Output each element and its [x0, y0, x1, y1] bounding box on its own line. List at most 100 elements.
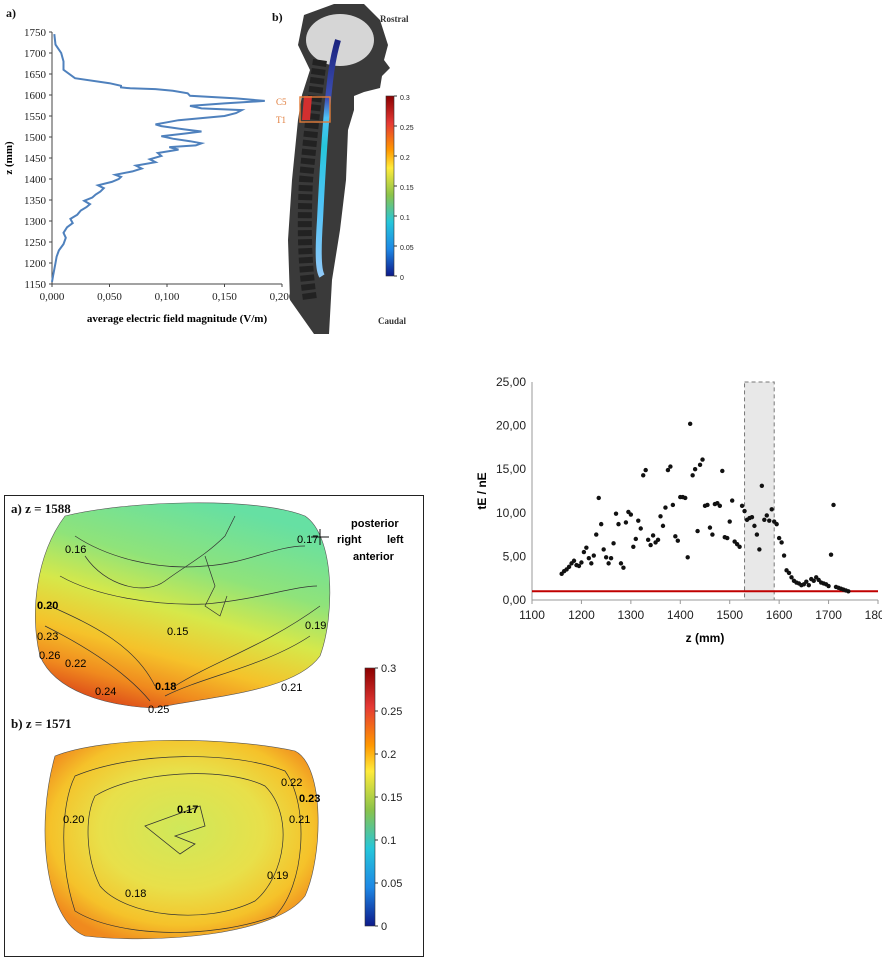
data-point: [581, 549, 587, 555]
contour-label: 0.15: [167, 626, 189, 638]
data-point: [754, 532, 760, 537]
contour-label: 0.20: [37, 600, 59, 612]
data-point: [781, 553, 787, 558]
data-point: [591, 553, 596, 558]
data-point: [826, 583, 831, 589]
data-point: [729, 498, 735, 503]
y-tick-label: 1200: [24, 258, 47, 270]
fig-a-panel-label: a): [6, 6, 16, 20]
body-silhouette: [288, 4, 390, 334]
data-point: [613, 511, 619, 516]
x-axis-label: z (mm): [686, 631, 725, 645]
y-tick-label: 1500: [24, 132, 47, 144]
data-point: [599, 521, 604, 527]
data-point: [631, 544, 636, 550]
high-field-region: [302, 96, 312, 120]
x-tick-label: 0,100: [155, 291, 180, 303]
data-point: [638, 526, 643, 531]
data-point: [673, 534, 678, 539]
data-point: [571, 558, 577, 563]
y-tick-label: 0,00: [503, 593, 527, 607]
data-point: [752, 523, 757, 529]
x-tick-label: 0,050: [97, 291, 122, 303]
data-point: [618, 561, 624, 566]
x-tick-label: 1400: [667, 608, 694, 622]
data-point: [579, 560, 584, 565]
data-point: [707, 525, 713, 530]
data-point: [759, 483, 765, 488]
data-point: [695, 528, 700, 534]
brain-shape: [306, 14, 374, 66]
x-tick-label: 1300: [618, 608, 645, 622]
fig-b-panel-label: b): [272, 10, 283, 24]
colorbar-gradient: [385, 95, 395, 277]
colorbar-b: 0.3 0.25 0.2 0.15 0.1 0.05 0: [385, 95, 414, 282]
contour-panel: a) z = 1588 b) z = 1571: [4, 495, 424, 957]
colorbar-tick-label: 0.1: [400, 215, 410, 222]
y-axis-label: z (mm): [3, 141, 15, 175]
data-point: [648, 542, 653, 548]
map-a-label: a) z = 1588: [11, 501, 71, 516]
data-point: [633, 536, 638, 542]
orientation-anterior: anterior: [353, 551, 394, 563]
data-point: [616, 521, 621, 527]
orientation-left: left: [387, 534, 404, 546]
colorbar-tick-label: 0.1: [381, 835, 396, 847]
x-tick-label: 1500: [716, 608, 743, 622]
data-point: [789, 575, 794, 580]
data-point: [636, 518, 641, 523]
data-point: [658, 514, 663, 519]
data-point: [697, 462, 703, 468]
y-tick-label: 1400: [24, 174, 47, 186]
data-point: [584, 545, 589, 550]
map-b-label: b) z = 1571: [11, 716, 72, 731]
data-point: [742, 508, 747, 514]
x-tick-label: 1100: [519, 608, 545, 622]
contour-label: 0.25: [148, 704, 170, 716]
data-point: [767, 518, 772, 523]
data-point: [645, 537, 651, 543]
data-point: [606, 561, 611, 566]
data-point: [668, 464, 673, 469]
colorbar-tick-label: 0.15: [381, 792, 402, 804]
caudal-label: Caudal: [378, 316, 407, 326]
data-point: [623, 520, 629, 525]
data-point: [762, 517, 767, 522]
data-point: [566, 564, 572, 570]
data-point: [831, 502, 836, 508]
data-point: [717, 503, 723, 509]
data-point: [769, 507, 774, 512]
contour-label: 0.21: [281, 682, 303, 694]
contour-maps: [35, 502, 331, 940]
contour-label: 0.18: [155, 681, 177, 693]
data-point: [586, 555, 592, 561]
y-axis-label: tE / nE: [475, 472, 489, 509]
cross-section-a: [35, 502, 331, 709]
colorbar-tick-label: 0.05: [400, 245, 414, 252]
data-point: [589, 561, 594, 566]
y-tick-label: 1750: [24, 27, 47, 39]
data-point: [774, 521, 779, 527]
threshold-scatter-chart: 0,00 5,00 10,00 15,00 20,00 25,00 1100 1200 1300…: [475, 375, 882, 645]
cross-section-b: [44, 740, 319, 940]
x-tick-label: 1600: [766, 608, 793, 622]
y-tick-label: 15,00: [496, 462, 526, 476]
contour-label: 0.17: [297, 534, 319, 546]
colorbar-tick-label: 0.25: [381, 706, 402, 718]
data-point: [685, 555, 690, 560]
colorbar-gradient: [364, 667, 376, 927]
data-point: [621, 565, 626, 570]
data-point: [601, 547, 606, 552]
y-tick-label: 1700: [24, 48, 47, 60]
data-point: [739, 503, 745, 509]
rostral-label: Rostral: [380, 14, 409, 24]
data-point: [692, 467, 698, 472]
y-tick-label: 1450: [24, 153, 47, 165]
c5-t1-box: [299, 96, 331, 123]
data-point: [757, 547, 762, 552]
data-point: [576, 563, 582, 569]
orientation-posterior: posterior: [351, 518, 399, 530]
x-tick-label: 1700: [815, 608, 842, 622]
colorbar-tick-label: 0: [381, 921, 387, 933]
contour-label: 0.23: [299, 793, 321, 805]
